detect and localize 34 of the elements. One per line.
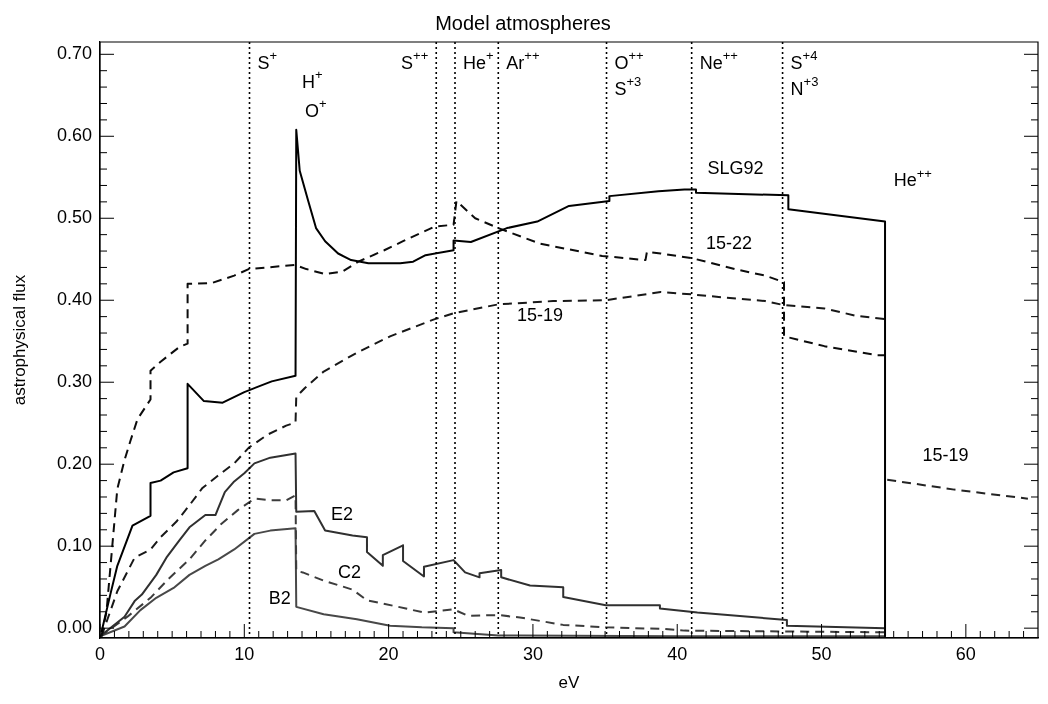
line-series <box>886 478 1029 500</box>
series-label: 15-22 <box>706 233 753 254</box>
y-tick-label: 0.70 <box>56 43 92 64</box>
series-label: C2 <box>338 562 362 583</box>
annotation: H+ <box>302 67 323 92</box>
annotation: 15-19 <box>922 444 969 465</box>
x-tick-label: 40 <box>667 643 688 664</box>
ref-line-label: S++ <box>401 48 429 73</box>
series-label: SLG92 <box>707 158 764 179</box>
y-tick-label: 0.40 <box>56 289 92 310</box>
series-label: E2 <box>330 504 353 524</box>
x-tick-label: 30 <box>522 643 543 664</box>
y-tick-label: 0.30 <box>56 371 92 392</box>
ref-line-label: Ar++ <box>506 48 540 73</box>
ref-line-label: S+ <box>257 48 278 73</box>
chart-title: Model atmospheres <box>435 11 611 34</box>
x-tick-label: 0 <box>94 643 106 664</box>
y-axis-title: astrophysical flux <box>9 274 29 406</box>
y-tick-label: 0.00 <box>56 617 92 638</box>
y-tick-label: 0.10 <box>56 535 92 556</box>
y-tick-label: 0.20 <box>56 453 92 474</box>
series-label: 15-19 <box>517 304 564 325</box>
x-axis-title: eV <box>558 673 581 693</box>
x-tick-label: 60 <box>955 643 976 664</box>
y-tick-label: 0.50 <box>56 207 92 228</box>
y-tick-label: 0.60 <box>56 125 92 146</box>
series-label: B2 <box>268 588 291 609</box>
x-tick-label: 10 <box>234 643 255 664</box>
ref-line-label: Ne++ <box>699 48 738 73</box>
annotation: He++ <box>893 165 932 191</box>
ref-line-label: He+ <box>463 48 494 73</box>
x-tick-label: 50 <box>811 643 832 664</box>
annotation: O+ <box>304 96 327 121</box>
x-tick-label: 20 <box>378 643 399 664</box>
